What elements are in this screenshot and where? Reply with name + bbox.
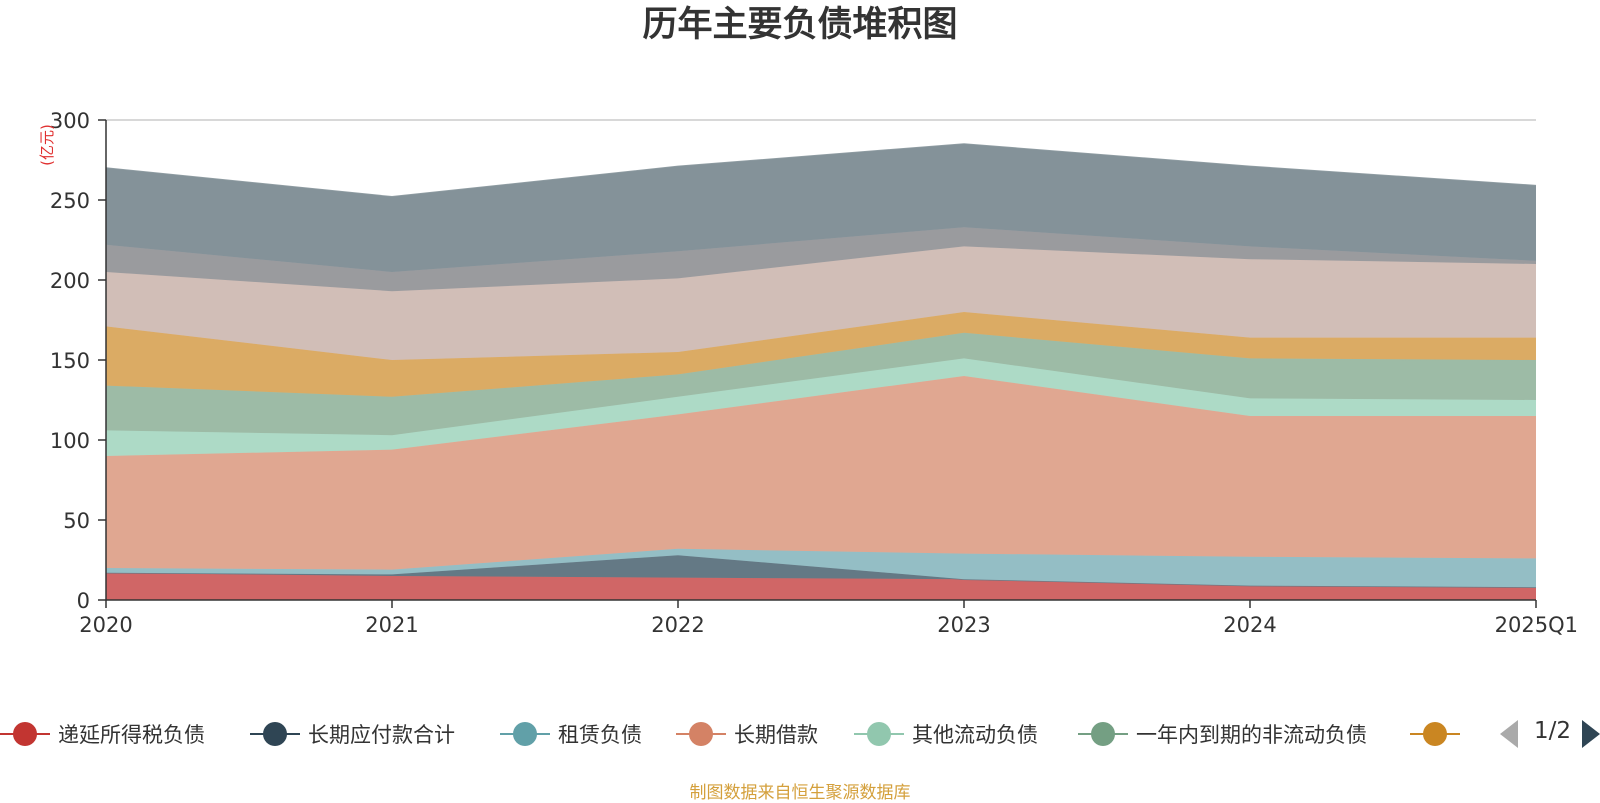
- series-line: [105, 143, 1537, 198]
- x-tick-label: 2022: [651, 613, 704, 637]
- legend-label: 其他流动负债: [912, 723, 1038, 747]
- tick-labels: 0 50 100 150 200 250 300 2020 2021 2022 2023 2024 20…: [50, 109, 1578, 637]
- stacked-area-chart: 0 50 100 150 200 250 300 2020 2021 2022 2023 2024 20…: [38, 109, 1578, 637]
- legend-item[interactable]: 其他流动负债: [854, 712, 1038, 756]
- source-note: 制图数据来自恒生聚源数据库: [689, 783, 911, 803]
- legend-page-indicator: 1/2: [1534, 718, 1572, 744]
- legend: 递延所得税负债 长期应付款合计 租赁负债 长期借款 其他流动负债 一年内到期的非流动负债 …: [0, 712, 1600, 756]
- y-tick-label: 150: [50, 349, 90, 373]
- legend-marker-icon: [0, 719, 50, 749]
- legend-item[interactable]: [1410, 712, 1460, 756]
- series-area: [106, 548, 1536, 588]
- y-tick-label: 100: [50, 429, 90, 453]
- legend-prev-page-button[interactable]: [1500, 720, 1518, 748]
- series-area: [106, 358, 1536, 456]
- legend-item[interactable]: 长期借款: [676, 712, 818, 756]
- series-area: [106, 246, 1536, 360]
- series-area: [106, 572, 1536, 600]
- x-tick-label: 2025Q1: [1495, 613, 1578, 637]
- legend-item[interactable]: 递延所得税负债: [0, 712, 205, 756]
- series-area: [106, 312, 1536, 397]
- legend-item[interactable]: 租赁负债: [500, 712, 642, 756]
- legend-pager: 1/2: [1500, 712, 1600, 756]
- legend-marker-icon: [250, 719, 300, 749]
- legend-label: 租赁负债: [558, 723, 642, 747]
- legend-next-page-button[interactable]: [1582, 720, 1600, 748]
- legend-marker-icon: [500, 719, 550, 749]
- legend-label: 长期应付款合计: [308, 723, 455, 747]
- x-tick-label: 2023: [937, 613, 990, 637]
- legend-label: 长期借款: [734, 723, 818, 747]
- chart-title: 历年主要负债堆积图: [642, 5, 958, 45]
- legend-marker-icon: [676, 719, 726, 749]
- series-area: [106, 144, 1536, 272]
- legend-marker-icon: [1078, 719, 1128, 749]
- x-tick-label: 2021: [365, 613, 418, 637]
- x-tick-label: 2024: [1223, 613, 1276, 637]
- legend-marker-icon: [1410, 719, 1460, 749]
- legend-item[interactable]: 长期应付款合计: [250, 712, 455, 756]
- y-tick-label: 300: [50, 109, 90, 133]
- series-area: [106, 332, 1536, 436]
- series-area: [106, 227, 1536, 292]
- y-tick-label: 250: [50, 189, 90, 213]
- legend-marker-icon: [854, 719, 904, 749]
- x-tick-label: 2020: [79, 613, 132, 637]
- series-area: [106, 376, 1536, 570]
- y-axis-unit-label: (亿元): [38, 124, 56, 166]
- series-area: [106, 555, 1536, 588]
- legend-label: 递延所得税负债: [58, 723, 205, 747]
- y-tick-label: 0: [77, 589, 90, 613]
- area-layer: [105, 143, 1537, 600]
- legend-item[interactable]: 一年内到期的非流动负债: [1078, 712, 1367, 756]
- y-tick-label: 200: [50, 269, 90, 293]
- y-tick-label: 50: [63, 509, 90, 533]
- legend-label: 一年内到期的非流动负债: [1136, 723, 1367, 747]
